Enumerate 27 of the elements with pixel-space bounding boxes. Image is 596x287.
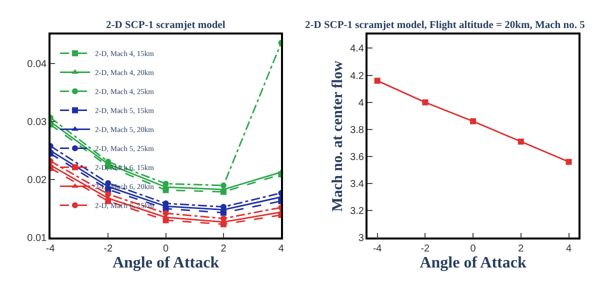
- x-tick-label: 0: [163, 243, 170, 254]
- x-tick-label: 2: [220, 243, 227, 254]
- chart-title: 2-D SCP-1 scramjet model: [106, 20, 226, 31]
- y-tick-label: 3.4: [350, 179, 364, 190]
- x-tick-label: 4: [566, 243, 572, 254]
- x-tick-label: 0: [470, 243, 476, 254]
- chart-title: 2-D SCP-1 scramjet model, Flight altitude = 20km, Mach no. 5: [305, 20, 585, 31]
- y-tick-label: 3: [358, 233, 364, 244]
- y-tick-label: 3.2: [350, 206, 364, 218]
- y-tick-label: 3.6: [350, 152, 364, 163]
- x-tick-label: 4: [278, 243, 284, 254]
- y-tick-label: 0.04: [27, 59, 48, 70]
- x-tick-label: -2: [104, 243, 113, 254]
- y-tick-label: 4: [358, 98, 364, 109]
- x-tick-label: -4: [372, 243, 382, 254]
- y-tick-label: 0.02: [27, 175, 48, 186]
- x-axis-title: Angle of Attack: [112, 254, 220, 272]
- x-tick-label: -4: [46, 243, 56, 254]
- y-tick-label: 3.8: [350, 124, 364, 136]
- y-tick-label: 0.03: [27, 117, 48, 128]
- y-axis-title: Mach no. at center flow: [330, 60, 346, 212]
- x-tick-label: -2: [420, 243, 430, 254]
- x-tick-label: 2: [518, 243, 524, 254]
- y-tick-label: 4.2: [350, 70, 364, 82]
- y-tick-label: 0.01: [27, 233, 48, 244]
- y-tick-label: 4.4: [350, 44, 364, 55]
- x-axis-title: Angle of Attack: [420, 254, 526, 272]
